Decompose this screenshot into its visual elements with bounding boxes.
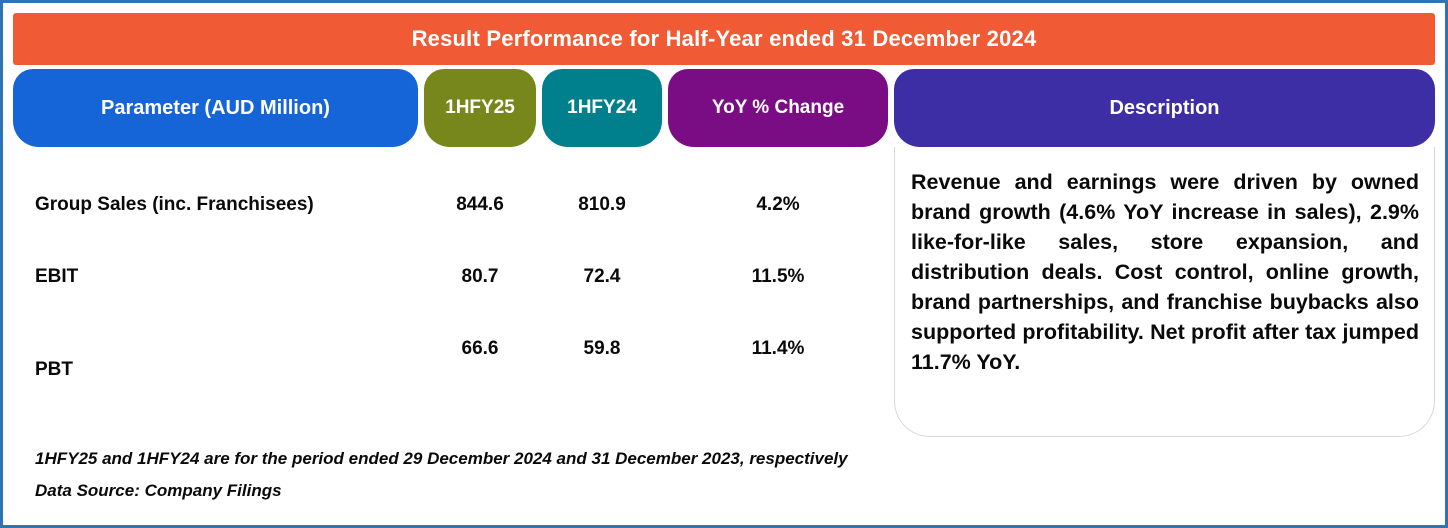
page-title: Result Performance for Half-Year ended 3… <box>411 26 1037 51</box>
description-text: Revenue and earnings were driven by owne… <box>911 170 1419 374</box>
cell-yoy-change: 4.2% <box>756 194 800 215</box>
column-header-1hfy25: 1HFY25 <box>424 69 536 147</box>
cell-1hfy24: 72.4 <box>583 266 621 287</box>
column-header-yoy-change-label: YoY % Change <box>711 97 845 118</box>
cell-1hfy25: 80.7 <box>461 266 499 287</box>
table-row: Group Sales (inc. Franchisees) 844.6 810… <box>13 169 888 241</box>
footnotes: 1HFY25 and 1HFY24 are for the period end… <box>13 443 888 507</box>
title-banner: Result Performance for Half-Year ended 3… <box>13 13 1435 65</box>
column-header-1hfy25-label: 1HFY25 <box>445 97 515 118</box>
column-header-1hfy24: 1HFY24 <box>542 69 662 147</box>
cell-1hfy24: 59.8 <box>583 338 621 359</box>
cell-parameter: PBT <box>35 359 73 380</box>
table-row: PBT 66.6 59.8 11.4% <box>13 313 888 385</box>
metrics-table: Parameter (AUD Million) 1HFY25 1HFY24 Yo… <box>13 69 888 515</box>
cell-parameter: Group Sales (inc. Franchisees) <box>35 194 314 215</box>
description-column: Description Revenue and earnings were dr… <box>894 69 1435 515</box>
cell-yoy-change: 11.4% <box>751 338 805 359</box>
table-area: Parameter (AUD Million) 1HFY25 1HFY24 Yo… <box>13 69 1435 515</box>
table-row: EBIT 80.7 72.4 11.5% <box>13 241 888 313</box>
column-header-parameter-label: Parameter (AUD Million) <box>101 96 330 119</box>
column-header-description-label: Description <box>1109 96 1220 119</box>
table-body: Group Sales (inc. Franchisees) 844.6 810… <box>13 147 888 385</box>
footnote-data-source: Data Source: Company Filings <box>35 481 282 500</box>
column-header-row: Parameter (AUD Million) 1HFY25 1HFY24 Yo… <box>13 69 888 147</box>
cell-yoy-change: 11.5% <box>751 266 805 287</box>
cell-1hfy24: 810.9 <box>578 194 626 215</box>
description-box: Revenue and earnings were driven by owne… <box>894 147 1435 437</box>
column-header-description: Description <box>894 69 1435 147</box>
footnote-period: 1HFY25 and 1HFY24 are for the period end… <box>35 449 848 468</box>
cell-1hfy25: 844.6 <box>456 194 504 215</box>
column-header-parameter: Parameter (AUD Million) <box>13 69 418 147</box>
column-header-1hfy24-label: 1HFY24 <box>567 97 637 118</box>
column-header-yoy-change: YoY % Change <box>668 69 888 147</box>
cell-parameter: EBIT <box>35 266 79 287</box>
cell-1hfy25: 66.6 <box>461 338 499 359</box>
